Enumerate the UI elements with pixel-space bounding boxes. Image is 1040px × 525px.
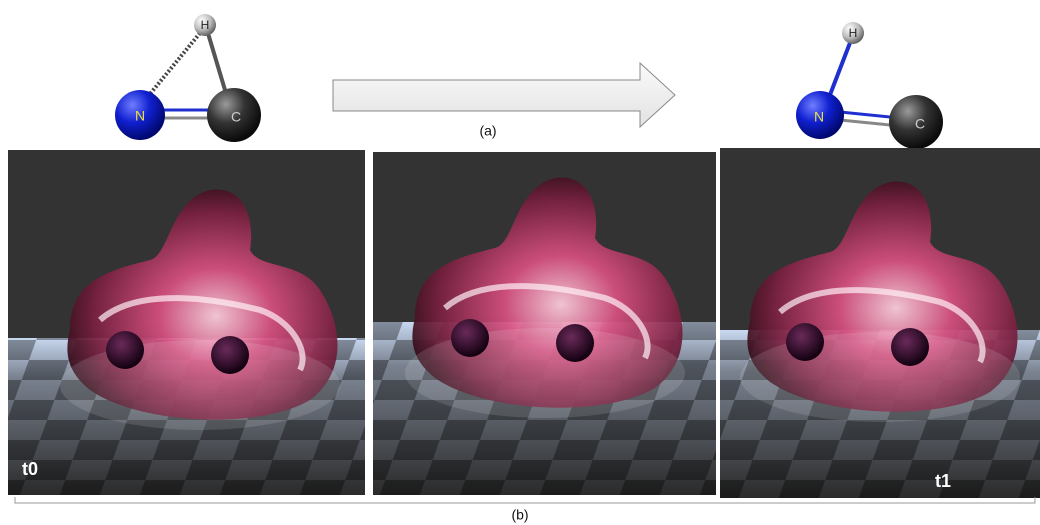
atom-label: N bbox=[814, 109, 824, 125]
panel bbox=[373, 152, 716, 495]
atom-label: H bbox=[849, 26, 858, 40]
atom-label: C bbox=[231, 109, 241, 125]
atom-label: C bbox=[915, 116, 925, 132]
panel-label: t0 bbox=[22, 459, 38, 479]
panel bbox=[720, 148, 1040, 498]
arrow bbox=[332, 61, 676, 129]
atom-label: N bbox=[135, 108, 145, 124]
panel bbox=[8, 150, 365, 495]
atom-label: H bbox=[201, 18, 210, 32]
panel-label: t1 bbox=[935, 471, 951, 491]
caption: (b) bbox=[511, 507, 528, 523]
caption: (a) bbox=[479, 123, 496, 139]
